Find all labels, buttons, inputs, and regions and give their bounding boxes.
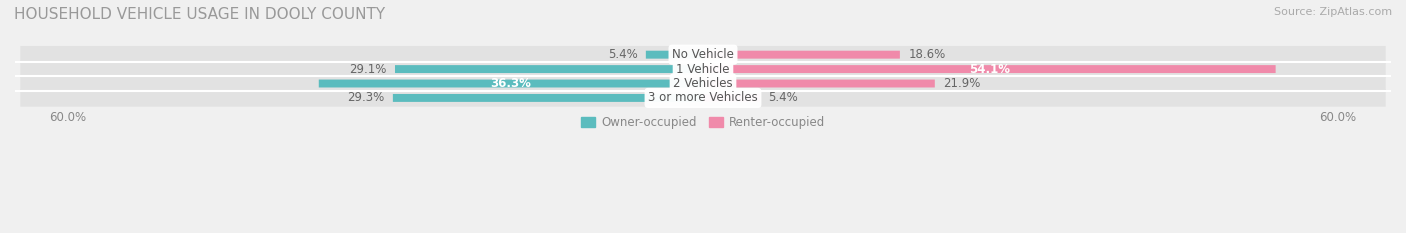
FancyBboxPatch shape: [20, 46, 1386, 63]
Text: HOUSEHOLD VEHICLE USAGE IN DOOLY COUNTY: HOUSEHOLD VEHICLE USAGE IN DOOLY COUNTY: [14, 7, 385, 22]
Text: 1 Vehicle: 1 Vehicle: [676, 63, 730, 75]
FancyBboxPatch shape: [645, 51, 703, 59]
Text: 5.4%: 5.4%: [607, 48, 637, 61]
FancyBboxPatch shape: [20, 75, 1386, 92]
FancyBboxPatch shape: [20, 89, 1386, 107]
Text: 36.3%: 36.3%: [491, 77, 531, 90]
Text: 29.1%: 29.1%: [349, 63, 387, 75]
Text: Source: ZipAtlas.com: Source: ZipAtlas.com: [1274, 7, 1392, 17]
Text: 29.3%: 29.3%: [347, 91, 384, 104]
Text: 18.6%: 18.6%: [908, 48, 946, 61]
FancyBboxPatch shape: [703, 94, 761, 102]
Text: 5.4%: 5.4%: [769, 91, 799, 104]
FancyBboxPatch shape: [319, 79, 703, 87]
FancyBboxPatch shape: [20, 60, 1386, 78]
FancyBboxPatch shape: [703, 79, 935, 87]
Text: 3 or more Vehicles: 3 or more Vehicles: [648, 91, 758, 104]
FancyBboxPatch shape: [392, 94, 703, 102]
FancyBboxPatch shape: [703, 51, 900, 59]
Text: No Vehicle: No Vehicle: [672, 48, 734, 61]
Text: 2 Vehicles: 2 Vehicles: [673, 77, 733, 90]
FancyBboxPatch shape: [395, 65, 703, 73]
Text: 21.9%: 21.9%: [943, 77, 980, 90]
FancyBboxPatch shape: [703, 65, 1275, 73]
Text: 54.1%: 54.1%: [969, 63, 1010, 75]
Legend: Owner-occupied, Renter-occupied: Owner-occupied, Renter-occupied: [576, 111, 830, 134]
